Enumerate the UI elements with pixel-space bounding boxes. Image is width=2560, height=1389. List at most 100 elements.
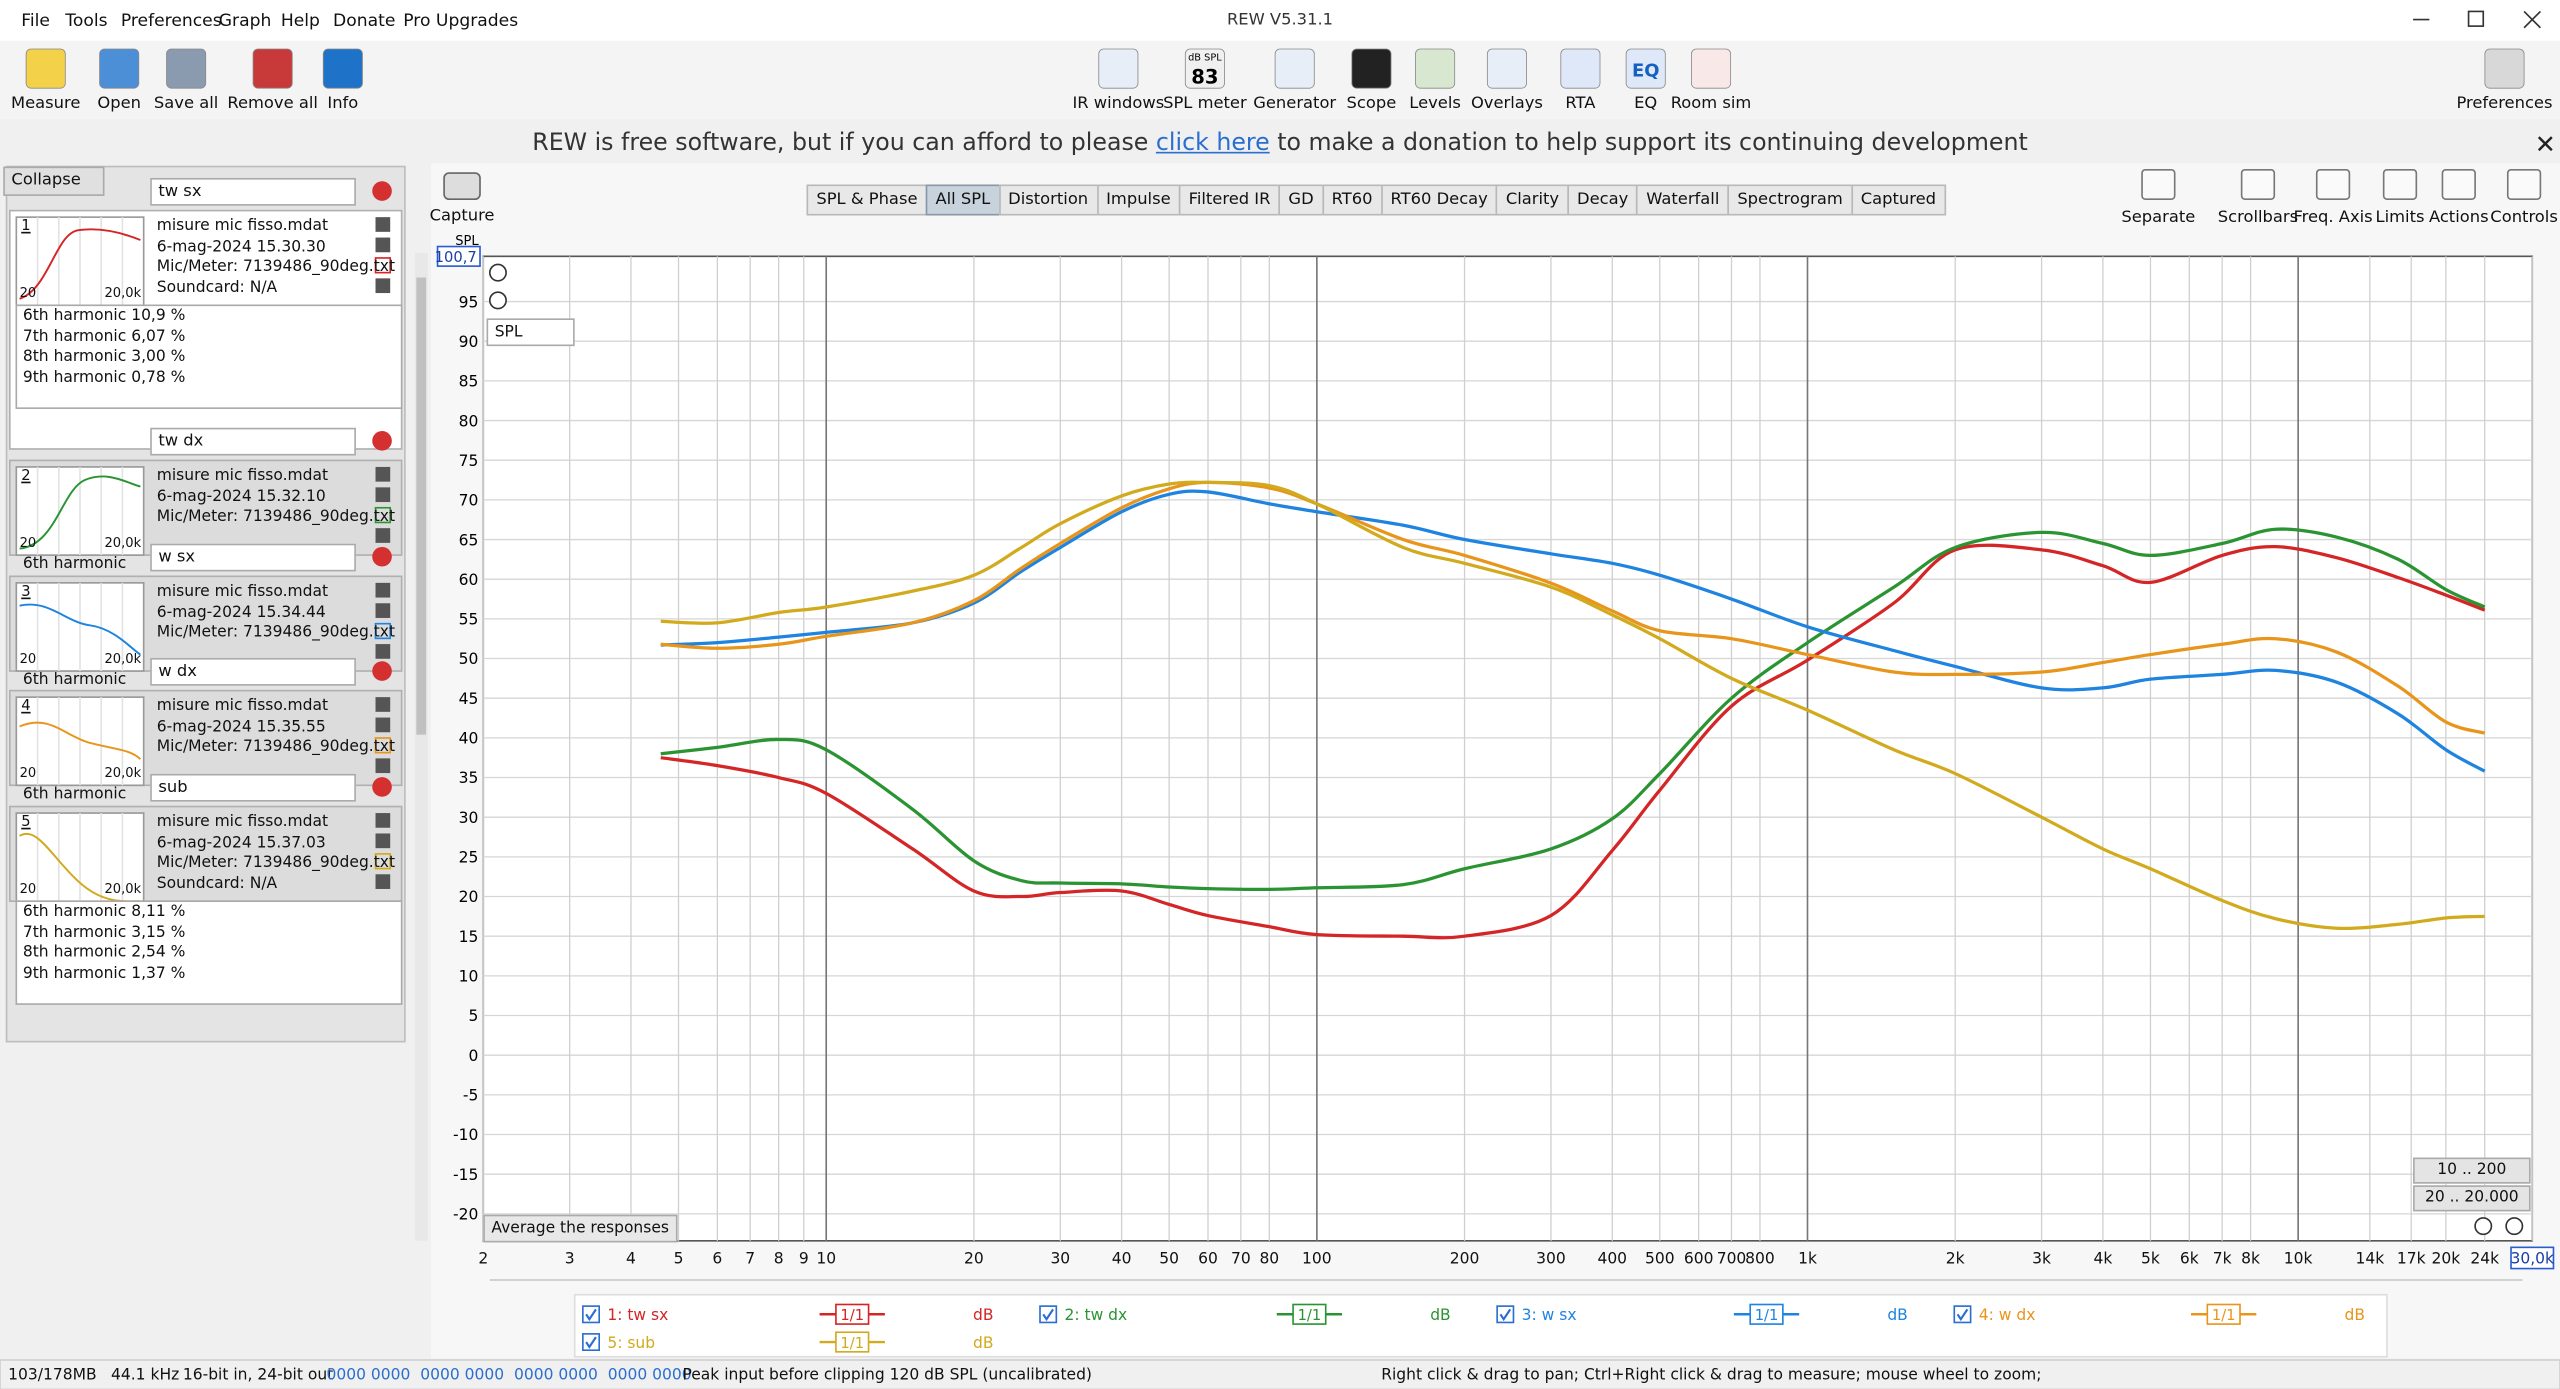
toolbar-icon <box>1691 48 1732 89</box>
donation-link[interactable]: click here <box>1155 130 1270 157</box>
y-tick-label: 80 <box>459 412 479 430</box>
graph-tool-icon <box>2382 168 2418 200</box>
graph-tab[interactable]: Filtered IR <box>1178 184 1281 216</box>
graph-tab[interactable]: Captured <box>1850 184 1946 216</box>
graph-tool[interactable]: Separate <box>2121 208 2196 227</box>
measurement-info: 6-mag-2024 15.34.44 <box>156 603 326 622</box>
window-close <box>2523 10 2541 29</box>
thumbnail-curve <box>19 228 141 300</box>
series-line <box>660 489 2486 773</box>
measurement-name[interactable]: w sx <box>150 543 356 572</box>
menu-item[interactable]: Preferences <box>120 11 222 32</box>
toolbar-icon <box>322 48 363 89</box>
graph-tab[interactable]: Waterfall <box>1636 184 1730 216</box>
menu-item[interactable]: Graph <box>218 11 272 32</box>
toolbar-button[interactable]: Measure <box>11 94 81 113</box>
toolbar-button[interactable]: Overlays <box>1470 94 1543 113</box>
measurement-info: Soundcard: N/A <box>156 278 278 297</box>
toolbar-button[interactable]: SPL meter <box>1163 94 1247 113</box>
legend-smoothing-box <box>835 1303 870 1325</box>
y-tick-label: 70 <box>459 492 479 510</box>
toolbar-button[interactable]: IR windows <box>1072 94 1165 113</box>
toolbar-button[interactable]: Open <box>97 94 141 113</box>
x-tick-label: 60 <box>1198 1250 1218 1268</box>
legend-unit: dB <box>973 1306 993 1324</box>
unit-dropdown[interactable]: SPL <box>486 318 575 347</box>
graph-tool[interactable]: Controls <box>2490 208 2558 227</box>
menu-item[interactable]: Pro Upgrades <box>403 11 519 32</box>
series-line <box>660 480 2486 735</box>
harmonic-value: 9th harmonic 0,78 % <box>22 368 186 387</box>
graph-tool[interactable]: Actions <box>2428 208 2489 227</box>
legend-smoothing-box <box>1749 1303 1784 1325</box>
measurement-name[interactable]: w dx <box>150 657 356 686</box>
y-tick-label: 85 <box>459 373 479 391</box>
toolbar-button[interactable]: Info <box>327 94 359 113</box>
thumbnail-label: 20 <box>19 651 37 667</box>
menu-item[interactable]: Help <box>280 11 320 32</box>
graph-tab[interactable]: SPL & Phase <box>806 184 928 216</box>
measurement-action <box>375 237 391 253</box>
harmonic-value: 6th harmonic <box>22 671 127 685</box>
graph-tab[interactable]: Spectrogram <box>1727 184 1853 216</box>
menu-item[interactable]: Donate <box>333 11 396 32</box>
toolbar-icon <box>1274 48 1315 89</box>
measurement-info: misure mic fisso.mdat <box>156 582 329 601</box>
measurement-info: Mic/Meter: 7139486_90deg.txt <box>156 737 396 756</box>
measurement-name[interactable]: sub <box>150 773 356 802</box>
icon-text: EQ <box>1632 61 1660 82</box>
toolbar-button[interactable]: Generator <box>1253 94 1337 113</box>
range-button[interactable]: 20 .. 20.000 <box>2413 1185 2531 1212</box>
measurement-info: 6-mag-2024 15.37.03 <box>156 833 326 852</box>
capture-button[interactable]: Capture <box>429 207 495 226</box>
toolbar-button[interactable]: Scope <box>1346 94 1397 113</box>
banner-text: REW is free software, but if you can aff… <box>532 130 1156 157</box>
x-tick-label: 10k <box>2284 1250 2313 1268</box>
x-tick-label: 5k <box>2141 1250 2160 1268</box>
graph-tab[interactable]: RT60 Decay <box>1380 184 1498 216</box>
thumbnail-label: 20 <box>19 535 37 551</box>
thumbnail-label: 20,0k <box>104 881 142 897</box>
toolbar-button[interactable]: Room sim <box>1670 94 1752 113</box>
measurement-action <box>375 217 391 232</box>
average-button[interactable]: Average the responses <box>483 1214 678 1243</box>
toolbar-button[interactable]: RTA <box>1565 94 1596 113</box>
graph-tab[interactable]: GD <box>1278 184 1324 216</box>
graph-tab[interactable]: All SPL <box>925 184 1000 216</box>
x-tick-label: 50 <box>1159 1250 1179 1268</box>
collapse-button[interactable]: Collapse <box>3 166 105 196</box>
graph-tab[interactable]: Clarity <box>1496 184 1569 216</box>
measurement-name[interactable]: tw sx <box>150 177 356 206</box>
graph-tab[interactable]: RT60 <box>1321 184 1383 216</box>
harmonic-value: 7th harmonic 6,07 % <box>22 327 186 346</box>
measurement-action <box>374 257 392 274</box>
toolbar-button[interactable]: Save all <box>153 94 219 113</box>
legend-unit: dB <box>1887 1306 1907 1324</box>
legend-smoothing: 1/1 <box>840 1335 864 1352</box>
range-button[interactable]: 10 .. 200 <box>2413 1157 2531 1184</box>
menu-item[interactable]: File <box>21 11 50 32</box>
y-tick-label: 90 <box>459 333 479 351</box>
measurement-name[interactable]: tw dx <box>150 427 356 456</box>
graph-tool[interactable]: Scrollbars <box>2217 208 2299 227</box>
status-text: 103/178MB <box>8 1366 97 1385</box>
legend-smoothing: 1/1 <box>840 1307 864 1324</box>
toolbar-button[interactable]: Preferences <box>2456 94 2553 113</box>
measurement-action <box>375 717 391 733</box>
graph-tab[interactable]: Decay <box>1567 184 1639 216</box>
x-tick-label: 400 <box>1597 1250 1627 1268</box>
toolbar-button[interactable]: Levels <box>1409 94 1461 113</box>
thumbnail-curve <box>19 721 142 760</box>
harmonics-box <box>15 304 403 409</box>
graph-tool[interactable]: Freq. Axis <box>2293 208 2373 227</box>
toolbar-button[interactable]: Remove all <box>227 94 318 113</box>
y-tick-label: -15 <box>453 1166 478 1184</box>
graph-tab[interactable]: Distortion <box>998 184 1098 216</box>
graph-tool[interactable]: Limits <box>2375 208 2425 227</box>
graph-tab[interactable]: Impulse <box>1096 184 1181 216</box>
legend-check <box>1956 1308 1969 1322</box>
x-tick-label: 2 <box>478 1250 488 1268</box>
menu-item[interactable]: Tools <box>65 11 108 32</box>
toolbar-button[interactable]: EQ <box>1634 94 1658 113</box>
x-tick-label: 3k <box>2032 1250 2051 1268</box>
